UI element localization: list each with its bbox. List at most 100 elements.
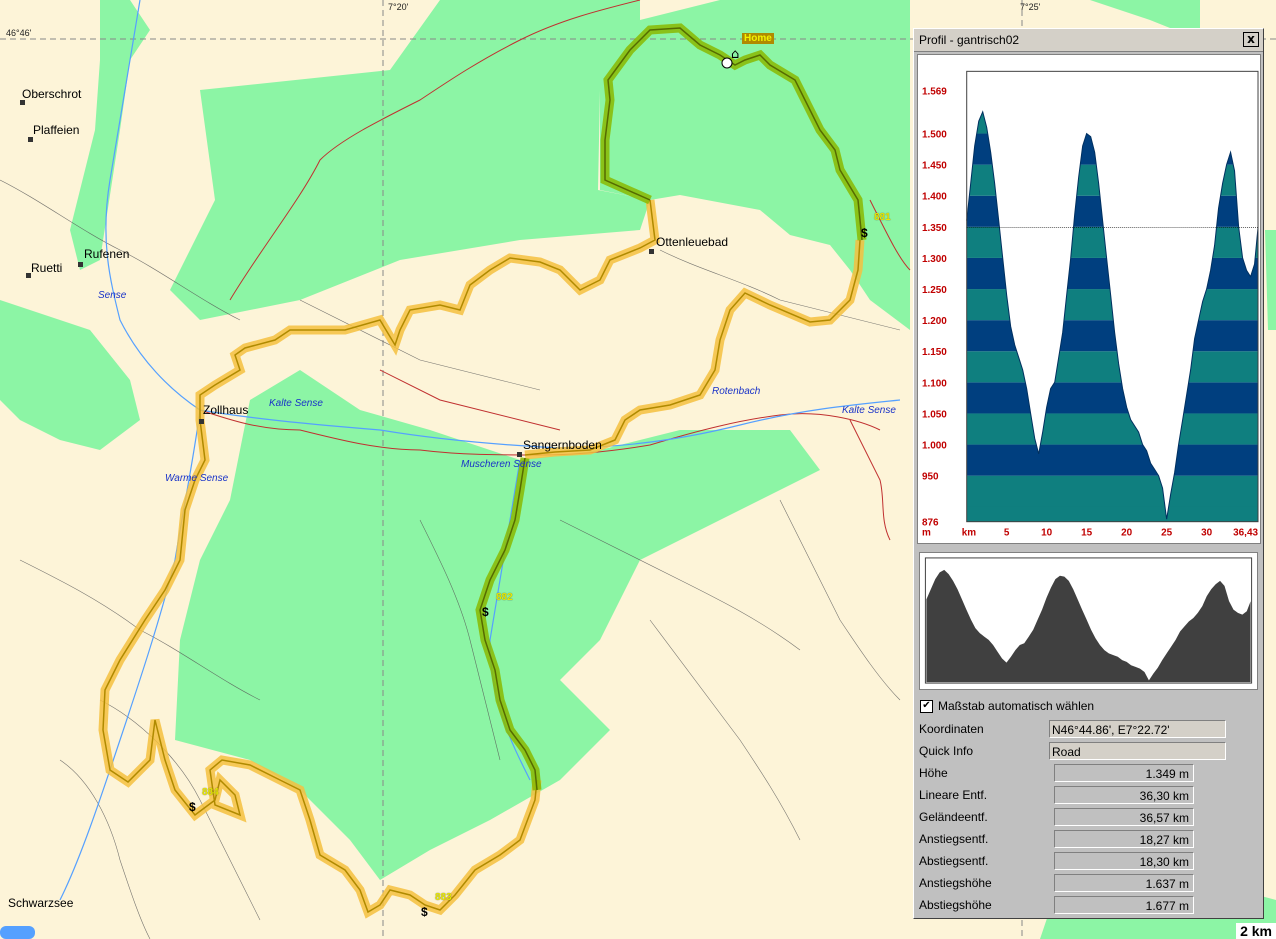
x-tick-label: 10 <box>1041 528 1053 539</box>
waypoint-883[interactable]: 883 <box>435 892 452 903</box>
profile-band <box>966 351 1259 383</box>
field-row-gelaendeentf: Geländeentf. 36,57 km <box>919 808 1259 828</box>
y-axis-unit: m <box>922 528 931 539</box>
field-value-lineare-entf: 36,30 km <box>1054 786 1194 804</box>
field-label-anstiegsentf: Anstiegsentf. <box>919 832 989 846</box>
y-tick-label: 1.400 <box>922 192 947 203</box>
y-tick-label: 1.150 <box>922 347 947 358</box>
field-value-gelaendeentf: 36,57 km <box>1054 808 1194 826</box>
home-icon[interactable]: ⌂ <box>731 47 740 62</box>
x-axis-unit: km <box>962 528 977 539</box>
y-tick-label: 1.500 <box>922 130 947 141</box>
route-track-orange-core <box>102 199 656 914</box>
field-value-abstiegshoehe: 1.677 m <box>1054 896 1194 914</box>
place-schwarzsee: Schwarzsee <box>8 896 74 910</box>
field-label-gelaendeentf: Geländeentf. <box>919 810 988 824</box>
profile-band <box>966 413 1259 445</box>
dollar-marker-881: $ <box>861 226 868 240</box>
x-tick-label: 5 <box>1004 528 1010 539</box>
elevation-profile-chart[interactable]: 1.569 1.500 1.450 1.400 1.350 1.300 1.250 1.200… <box>917 54 1261 544</box>
field-row-abstiegshoehe: Abstiegshöhe 1.677 m <box>919 896 1259 916</box>
panel-title: Profil - gantrisch02 <box>919 33 1020 47</box>
field-value-hoehe: 1.349 m <box>1054 764 1194 782</box>
field-value-quick-info: Road <box>1049 742 1226 760</box>
y-tick-label: 1.000 <box>922 441 947 452</box>
place-ottenleuebad: Ottenleuebad <box>656 235 729 249</box>
waypoint-881[interactable]: 881 <box>874 212 891 223</box>
river-sense: Sense <box>98 290 127 301</box>
field-value-anstiegshoehe: 1.637 m <box>1054 874 1194 892</box>
lat-label: 46°46' <box>6 28 32 38</box>
y-tick-label: 950 <box>922 472 939 483</box>
field-value-abstiegsentf: 18,30 km <box>1054 852 1194 870</box>
x-tick-label: 25 <box>1161 528 1173 539</box>
home-label[interactable]: Home <box>742 33 774 44</box>
lake-schwarzsee <box>0 926 35 939</box>
y-tick-label: 1.569 <box>922 87 947 98</box>
field-row-hoehe: Höhe 1.349 m <box>919 764 1259 784</box>
y-axis-ticks: 1.569 1.500 1.450 1.400 1.350 1.300 1.250 1.200… <box>922 87 947 529</box>
field-value-anstiegsentf: 18,27 km <box>1054 830 1194 848</box>
lon-label-1: 7°20' <box>388 2 409 12</box>
waypoint-884[interactable]: 884 <box>202 787 219 798</box>
y-tick-label: 1.350 <box>922 223 947 234</box>
y-tick-label: 876 <box>922 518 939 529</box>
x-tick-label: 20 <box>1121 528 1133 539</box>
field-label-koordinaten: Koordinaten <box>919 722 984 736</box>
profile-outline <box>966 110 1259 520</box>
profile-overview[interactable] <box>919 552 1258 690</box>
x-axis-ticks: 5 10 15 20 25 30 36,43 <box>1004 528 1259 539</box>
field-row-abstiegsentf: Abstiegsentf. 18,30 km <box>919 852 1259 872</box>
y-tick-label: 1.200 <box>922 316 947 327</box>
field-label-lineare-entf: Lineare Entf. <box>919 788 988 802</box>
scale-bar: 2 km <box>1236 923 1276 939</box>
x-tick-label: 36,43 <box>1233 528 1258 539</box>
close-button[interactable]: x <box>1243 32 1259 47</box>
y-tick-label: 1.250 <box>922 285 947 296</box>
route-track-green-south-core <box>479 457 538 791</box>
y-tick-label: 1.450 <box>922 161 947 172</box>
plot-frame <box>966 70 1259 523</box>
profile-band <box>966 382 1259 414</box>
profile-band <box>966 506 1259 522</box>
river-rotenbach: Rotenbach <box>712 386 761 397</box>
overview-silhouette <box>926 569 1251 683</box>
profile-panel: Profil - gantrisch02 x 1.569 1.500 1.450 1.… <box>913 28 1264 919</box>
cursor-marker[interactable] <box>721 57 733 69</box>
field-row-anstiegsentf: Anstiegsentf. 18,27 km <box>919 830 1259 850</box>
field-row-quick-info: Quick Info Road <box>919 742 1259 762</box>
river-kalte-sense-east: Kalte Sense <box>842 405 896 416</box>
field-label-hoehe: Höhe <box>919 766 948 780</box>
y-tick-label: 1.050 <box>922 409 947 420</box>
field-row-lineare-entf: Lineare Entf. 36,30 km <box>919 786 1259 806</box>
place-rufenen: Rufenen <box>84 247 130 261</box>
field-row-anstiegshoehe: Anstiegshöhe 1.637 m <box>919 874 1259 894</box>
place-ruetti: Ruetti <box>31 261 63 275</box>
place-sangernboden: Sangernboden <box>523 438 602 452</box>
y-tick-label: 1.100 <box>922 378 947 389</box>
dollar-marker-883: $ <box>421 905 428 919</box>
place-zollhaus: Zollhaus <box>203 403 249 417</box>
river-kalte-sense: Kalte Sense <box>269 398 323 409</box>
field-label-abstiegshoehe: Abstiegshöhe <box>919 898 992 912</box>
town-markers <box>20 100 654 457</box>
dollar-marker-884: $ <box>189 800 196 814</box>
field-value-koordinaten: N46°44.86', E7°22.72' <box>1049 720 1226 738</box>
field-label-quick-info: Quick Info <box>919 744 974 758</box>
route-track-orange-east-core <box>524 239 861 456</box>
route-track-green-core <box>604 27 863 241</box>
y-tick-label: 1.300 <box>922 254 947 265</box>
waypoint-882[interactable]: 882 <box>496 592 513 603</box>
river-muscheren-sense: Muscheren Sense <box>461 459 542 470</box>
overview-frame <box>924 557 1253 684</box>
field-label-abstiegsentf: Abstiegsentf. <box>919 854 989 868</box>
field-label-anstiegshoehe: Anstiegshöhe <box>919 876 992 890</box>
auto-scale-label: Maßstab automatisch wählen <box>938 699 1095 713</box>
x-tick-label: 15 <box>1081 528 1093 539</box>
x-tick-label: 30 <box>1201 528 1213 539</box>
field-row-koordinaten: Koordinaten N46°44.86', E7°22.72' <box>919 720 1259 740</box>
panel-titlebar[interactable]: Profil - gantrisch02 x <box>914 29 1263 52</box>
place-oberschrot: Oberschrot <box>22 87 82 101</box>
auto-scale-checkbox[interactable]: ✔ <box>920 700 933 713</box>
